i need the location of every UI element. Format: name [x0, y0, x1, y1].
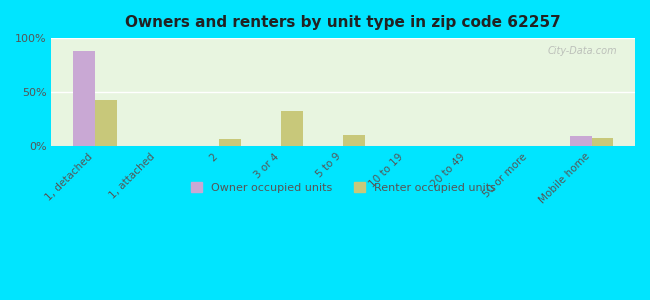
- Bar: [73, 51, 95, 146]
- Bar: [592, 138, 613, 146]
- Bar: [281, 111, 303, 146]
- Title: Owners and renters by unit type in zip code 62257: Owners and renters by unit type in zip c…: [125, 15, 561, 30]
- Bar: [570, 136, 592, 146]
- Bar: [343, 134, 365, 146]
- Text: City-Data.com: City-Data.com: [548, 46, 617, 56]
- Bar: [95, 100, 116, 146]
- Bar: [219, 139, 240, 146]
- Legend: Owner occupied units, Renter occupied units: Owner occupied units, Renter occupied un…: [186, 178, 500, 197]
